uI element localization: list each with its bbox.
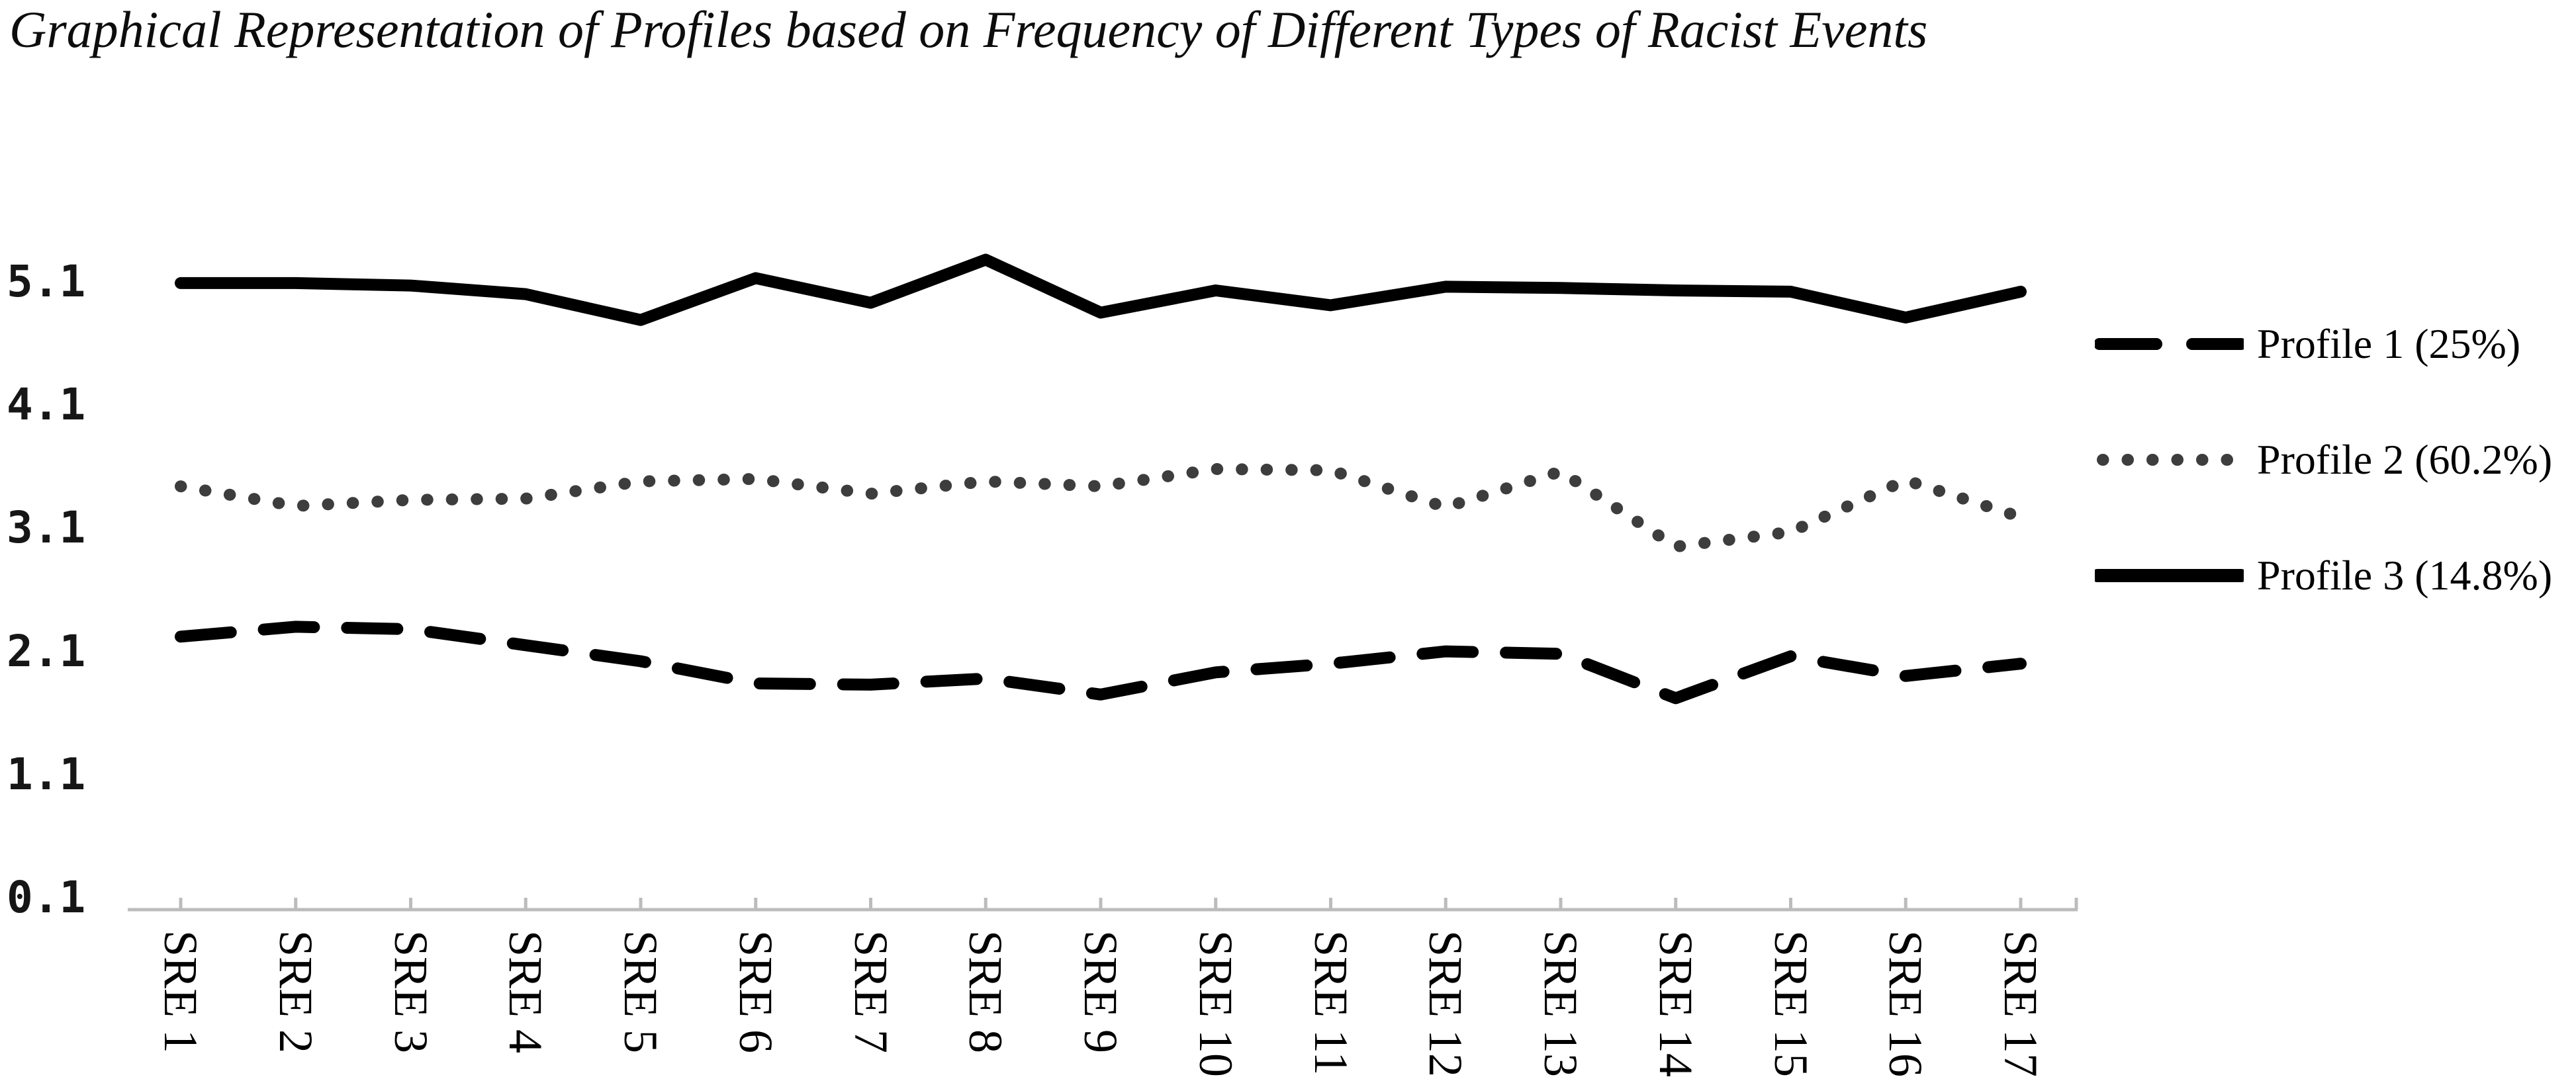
x-axis-label: SRE 10 bbox=[1189, 930, 1242, 1078]
legend-item-profile-2: Profile 2 (60.2%) bbox=[2095, 430, 2576, 490]
legend-sample-solid-line bbox=[2095, 569, 2244, 582]
legend-sample-dotted-line bbox=[2097, 454, 2244, 466]
series-line-profile-1 bbox=[175, 621, 2027, 705]
x-axis-label: SRE 9 bbox=[1074, 930, 1127, 1054]
x-axis-label: SRE 13 bbox=[1534, 930, 1587, 1078]
legend-item-profile-1: Profile 1 (25%) bbox=[2095, 314, 2576, 374]
x-axis-label: SRE 11 bbox=[1304, 930, 1357, 1076]
series-line-profile-2 bbox=[175, 463, 2027, 553]
y-axis-label: 1.1 bbox=[7, 748, 86, 800]
legend-label: Profile 3 (14.8%) bbox=[2257, 552, 2553, 599]
x-axis-label: SRE 2 bbox=[269, 930, 322, 1054]
legend-label: Profile 1 (25%) bbox=[2257, 320, 2521, 367]
legend-item-profile-3: Profile 3 (14.8%) bbox=[2095, 546, 2576, 605]
legend-sample-dashed-line bbox=[2095, 338, 2244, 350]
x-axis-label: SRE 3 bbox=[384, 930, 437, 1054]
y-axis-label: 2.1 bbox=[7, 625, 86, 677]
x-axis-label: SRE 15 bbox=[1764, 930, 1817, 1078]
x-axis-label: SRE 17 bbox=[1994, 930, 2047, 1078]
y-axis-label: 4.1 bbox=[7, 379, 86, 431]
x-axis-label: SRE 1 bbox=[154, 930, 207, 1054]
y-axis-label: 5.1 bbox=[7, 256, 86, 307]
x-axis-label: SRE 8 bbox=[959, 930, 1013, 1054]
chart-title: Graphical Representation of Profiles bas… bbox=[9, 1, 1928, 58]
x-axis-label: SRE 14 bbox=[1649, 930, 1702, 1078]
y-axis-label: 0.1 bbox=[7, 872, 86, 923]
x-axis-label: SRE 6 bbox=[729, 930, 782, 1054]
x-axis-label: SRE 12 bbox=[1419, 930, 1473, 1078]
legend-label: Profile 2 (60.2%) bbox=[2257, 436, 2553, 483]
x-axis-label: SRE 16 bbox=[1879, 930, 1933, 1078]
x-axis-label: SRE 4 bbox=[499, 930, 553, 1054]
y-axis-label: 3.1 bbox=[7, 502, 86, 554]
x-axis-label: SRE 5 bbox=[614, 930, 667, 1054]
series-line-profile-3 bbox=[175, 253, 2027, 326]
x-axis-label: SRE 7 bbox=[844, 930, 897, 1054]
